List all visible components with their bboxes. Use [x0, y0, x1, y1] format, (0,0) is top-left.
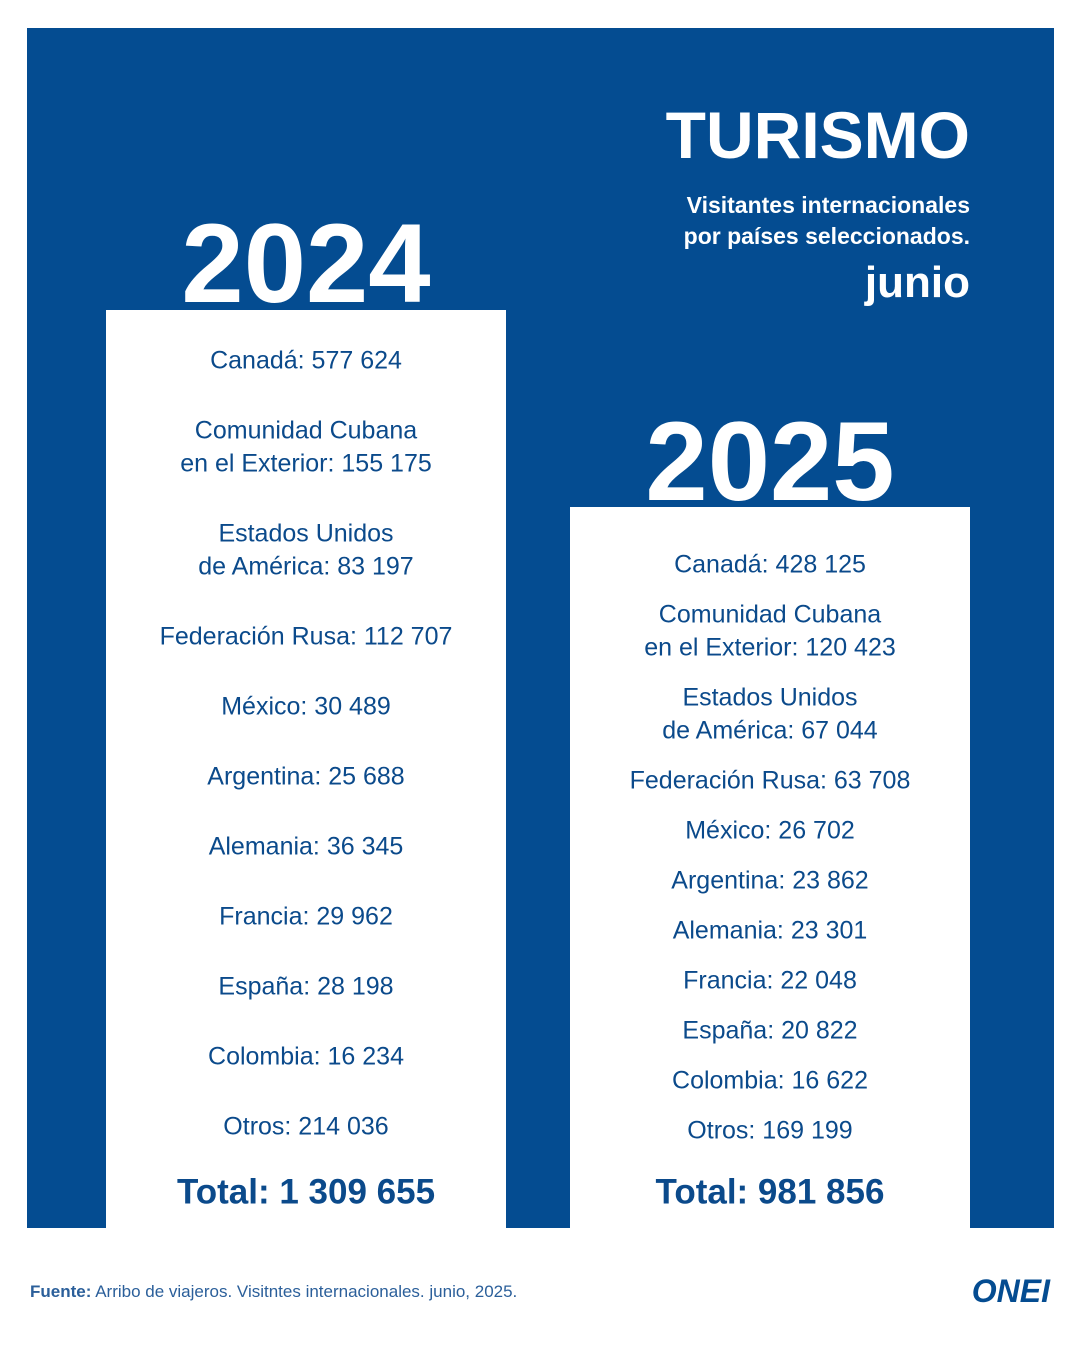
month: junio: [864, 258, 970, 307]
country-item: Alemania: 23 301: [673, 917, 868, 945]
year: 2025: [645, 399, 894, 524]
country-item: España: 28 198: [218, 973, 393, 1001]
country-item: Argentina: 23 862: [671, 867, 868, 895]
total: Total: 981 856: [656, 1172, 885, 1211]
footer: Fuente: Arribo de viajeros. Visitntes in…: [30, 1282, 517, 1301]
logo: ONEI: [972, 1273, 1051, 1309]
subtitle: por países seleccionados.: [684, 223, 970, 249]
country-item: Estados Unidos: [218, 520, 393, 548]
footer-text: Arribo de viajeros. Visitntes internacio…: [95, 1282, 517, 1301]
country-item: Colombia: 16 234: [208, 1043, 404, 1071]
year: 2024: [181, 201, 430, 326]
country-item: de América: 83 197: [198, 553, 413, 581]
country-item: Federación Rusa: 63 708: [630, 767, 911, 795]
country-item: Comunidad Cubana: [659, 601, 881, 629]
country-item: Otros: 169 199: [687, 1117, 852, 1145]
country-item: Alemania: 36 345: [209, 833, 404, 861]
country-item: México: 26 702: [685, 817, 855, 845]
subtitle: Visitantes internacionales: [687, 192, 970, 218]
country-item: en el Exterior: 120 423: [644, 634, 896, 662]
total: Total: 1 309 655: [177, 1172, 435, 1211]
country-item: España: 20 822: [682, 1017, 857, 1045]
country-item: en el Exterior: 155 175: [180, 450, 432, 478]
country-item: Argentina: 25 688: [207, 763, 404, 791]
columns: 2024 Canadá: 577 624 Comunidad Cubana en el…: [106, 201, 970, 1228]
country-item: Canadá: 428 125: [674, 551, 866, 579]
country-item: Canadá: 577 624: [210, 347, 402, 375]
country-item: Federación Rusa: 112 707: [160, 623, 453, 651]
country-item: Estados Unidos: [682, 684, 857, 712]
country-item: Francia: 29 962: [219, 903, 393, 931]
footer-label: Fuente:: [30, 1282, 91, 1301]
white-column: [570, 507, 970, 1228]
country-item: Otros: 214 036: [223, 1113, 388, 1141]
white-column: [106, 310, 506, 1228]
country-item: Comunidad Cubana: [195, 417, 417, 445]
title: TURISMO: [666, 98, 970, 172]
country-item: de América: 67 044: [662, 717, 878, 745]
country-item: México: 30 489: [221, 693, 391, 721]
country-item: Francia: 22 048: [683, 967, 857, 995]
country-item: Colombia: 16 622: [672, 1067, 868, 1095]
